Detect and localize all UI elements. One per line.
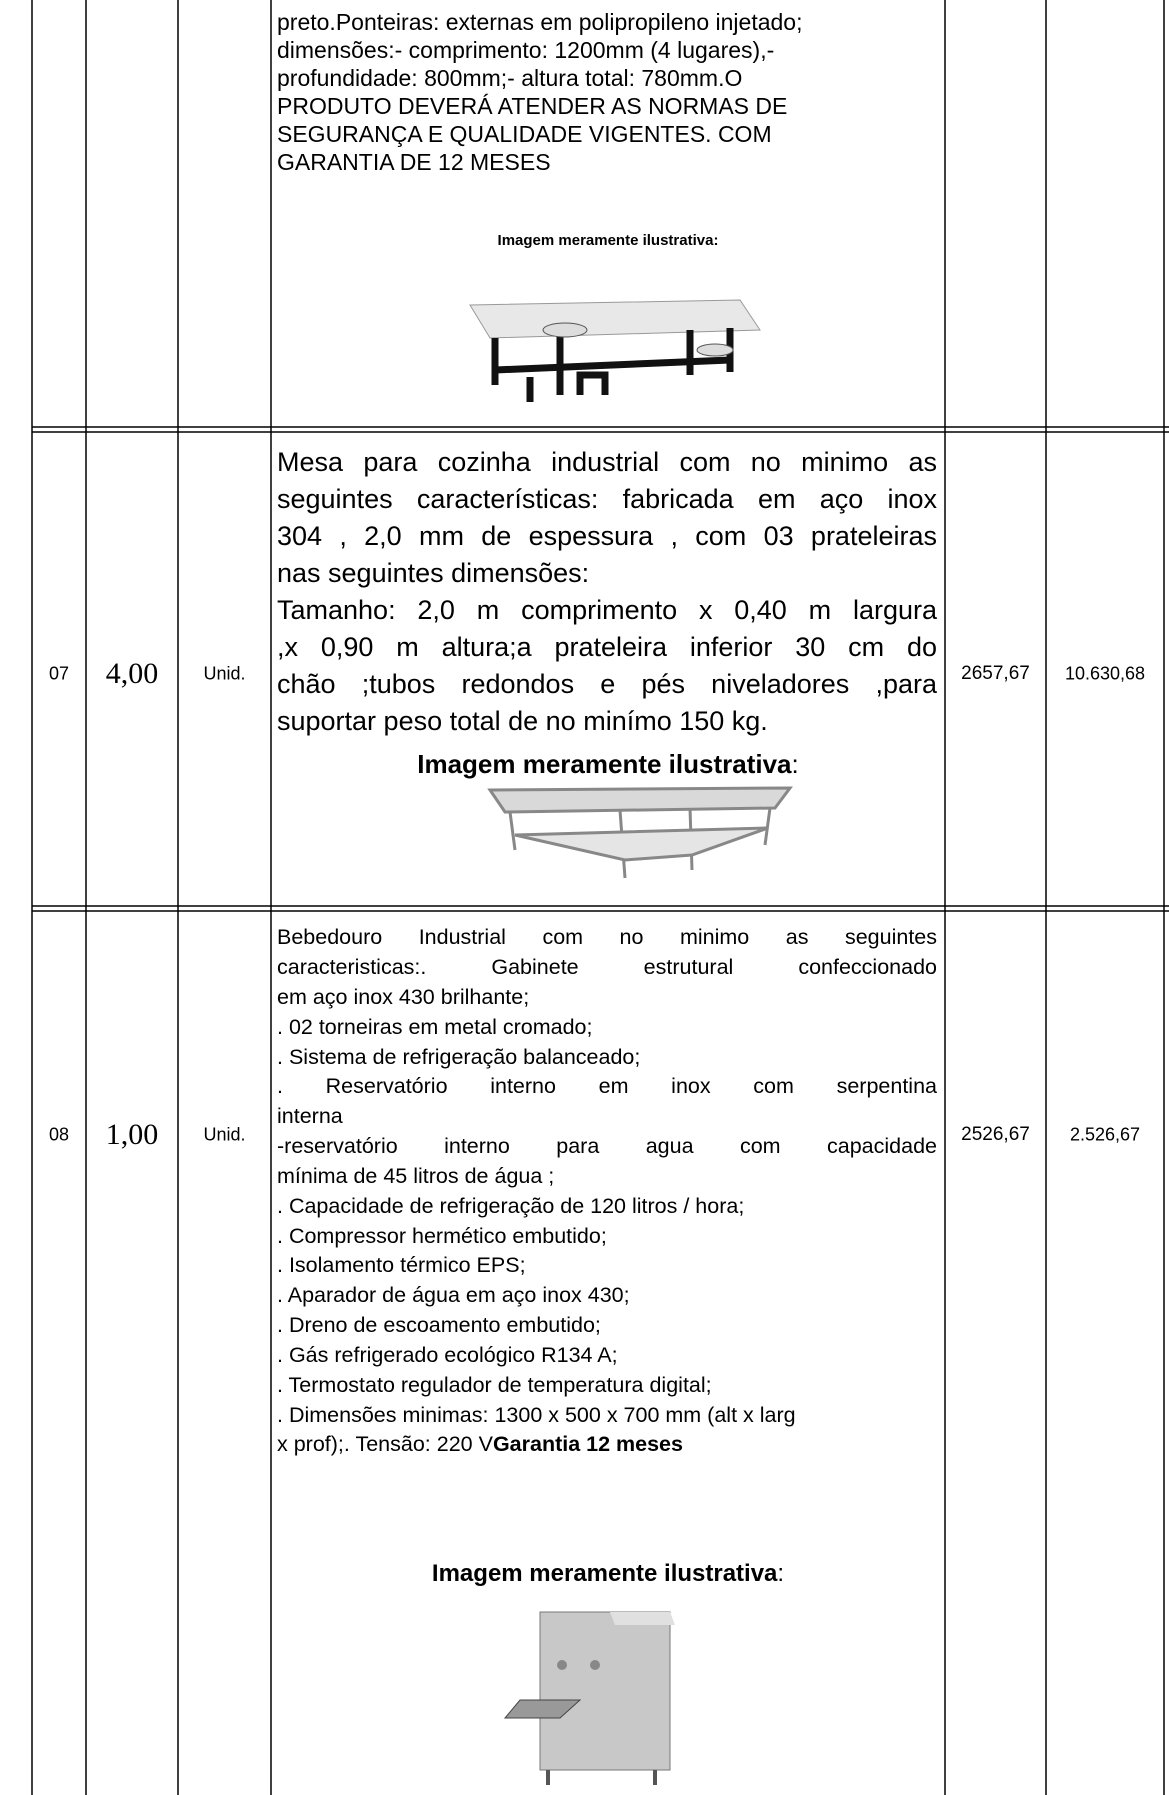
image-caption: Imagem meramente ilustrativa: bbox=[497, 232, 719, 249]
cabinet-top bbox=[610, 1612, 675, 1625]
unit-price: 2526,67 bbox=[961, 1124, 1030, 1145]
description-line: . Isolamento térmico EPS; bbox=[277, 1253, 526, 1277]
quantity: 4,00 bbox=[105, 657, 159, 690]
description-line: PRODUTO DEVERÁ ATENDER AS NORMAS DE bbox=[277, 93, 788, 119]
steel-table-image bbox=[487, 786, 794, 879]
description-line: 304 , 2,0 mm de espessura , com 03 prate… bbox=[277, 521, 937, 551]
description-line: . Compressor hermético embutido; bbox=[277, 1224, 607, 1248]
description-line: interna bbox=[277, 1104, 343, 1128]
image-caption: Imagem meramente ilustrativa: bbox=[271, 1560, 945, 1588]
description-line: mínima de 45 litros de água ; bbox=[277, 1164, 555, 1188]
description-text: x prof);. Tensão: 220 V bbox=[277, 1432, 493, 1456]
caption-text: Imagem meramente ilustrativa bbox=[417, 749, 792, 779]
description-line: suportar peso total de no minímo 150 kg. bbox=[277, 706, 768, 736]
description-line: . Aparador de água em aço inox 430; bbox=[277, 1283, 630, 1307]
description-line: preto.Ponteiras: externas em polipropile… bbox=[277, 9, 803, 35]
tap bbox=[590, 1660, 600, 1670]
description-line: nas seguintes dimensões: bbox=[277, 558, 590, 588]
unit: Unid. bbox=[203, 1124, 246, 1145]
description-line: . Dimensões minimas: 1300 x 500 x 700 mm… bbox=[277, 1403, 796, 1427]
caption-suffix: : bbox=[777, 1560, 785, 1587]
warranty: Garantia 12 meses bbox=[492, 1432, 683, 1456]
description-line: . Capacidade de refrigeração de 120 litr… bbox=[277, 1194, 745, 1218]
description-line: profundidade: 800mm;- altura total: 780m… bbox=[277, 65, 743, 91]
description-line: . 02 torneiras em metal cromado; bbox=[277, 1015, 593, 1039]
description-line: dimensões:- comprimento: 1200mm (4 lugar… bbox=[277, 37, 775, 63]
description-line: Tamanho: 2,0 m comprimento x 0,40 m larg… bbox=[277, 595, 937, 625]
description-line: . Termostato regulador de temperatura di… bbox=[277, 1373, 712, 1397]
leg bbox=[508, 811, 517, 851]
table-image bbox=[469, 299, 761, 402]
caption-text: Imagem meramente ilustrativa bbox=[431, 1560, 778, 1587]
table-top bbox=[469, 299, 761, 339]
description-line: . Gás refrigerado ecológico R134 A; bbox=[277, 1343, 618, 1367]
description-line: Mesa para cozinha industrial com no mini… bbox=[277, 447, 937, 477]
unit: Unid. bbox=[203, 663, 246, 684]
description-line: -reservatório interno para agua com capa… bbox=[277, 1134, 937, 1158]
description-line: chão ;tubos redondos e pés niveladores ,… bbox=[277, 669, 937, 699]
item-number: 08 bbox=[48, 1124, 70, 1145]
total-price: 2.526,67 bbox=[1069, 1124, 1141, 1145]
table-top bbox=[487, 786, 794, 814]
tap bbox=[557, 1660, 567, 1670]
description-line: caracteristicas:. Gabinete estrutural co… bbox=[277, 955, 937, 979]
item-number: 07 bbox=[48, 663, 70, 684]
water-cooler-image bbox=[503, 1611, 675, 1785]
seat bbox=[696, 343, 734, 357]
description-line: em aço inox 430 brilhante; bbox=[277, 985, 530, 1009]
unit-price: 2657,67 bbox=[961, 663, 1030, 684]
bar bbox=[494, 356, 731, 374]
description-line: . Dreno de escoamento embutido; bbox=[277, 1313, 601, 1337]
drip-tray bbox=[503, 1699, 582, 1719]
cell-borders bbox=[31, 0, 1169, 1795]
caption-suffix: : bbox=[791, 749, 799, 779]
quantity: 1,00 bbox=[105, 1118, 159, 1151]
description-line: SEGURANÇA E QUALIDADE VIGENTES. COM bbox=[277, 121, 772, 147]
description-line: . Reservatório interno em inox com serpe… bbox=[277, 1074, 937, 1098]
description-line: x prof);. Tensão: 220 VGarantia 12 meses bbox=[277, 1430, 937, 1460]
seat-leg bbox=[576, 371, 609, 395]
total-price: 10.630,68 bbox=[1064, 663, 1146, 684]
leg bbox=[763, 807, 772, 846]
description-line: ,x 0,90 m altura;a prateleira inferior 3… bbox=[277, 632, 937, 662]
description-line: Bebedouro Industrial com no minimo as se… bbox=[277, 925, 937, 949]
shelf bbox=[514, 826, 769, 862]
description-line: GARANTIA DE 12 MESES bbox=[277, 149, 551, 175]
description-line: seguintes características: fabricada em … bbox=[277, 484, 937, 514]
description-line: . Sistema de refrigeração balanceado; bbox=[277, 1045, 641, 1069]
image-caption: Imagem meramente ilustrativa: bbox=[271, 749, 945, 780]
cabinet-front bbox=[539, 1611, 671, 1771]
seat bbox=[542, 322, 588, 338]
